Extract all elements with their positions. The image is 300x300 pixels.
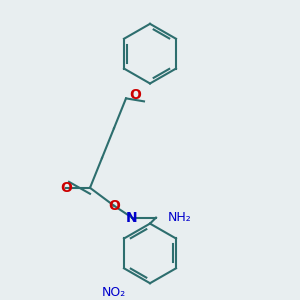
Text: O: O xyxy=(60,181,72,195)
Text: NH₂: NH₂ xyxy=(168,211,192,224)
Text: N: N xyxy=(126,211,138,225)
Text: O: O xyxy=(129,88,141,102)
Text: O: O xyxy=(108,199,120,213)
Text: NO₂: NO₂ xyxy=(102,286,126,299)
